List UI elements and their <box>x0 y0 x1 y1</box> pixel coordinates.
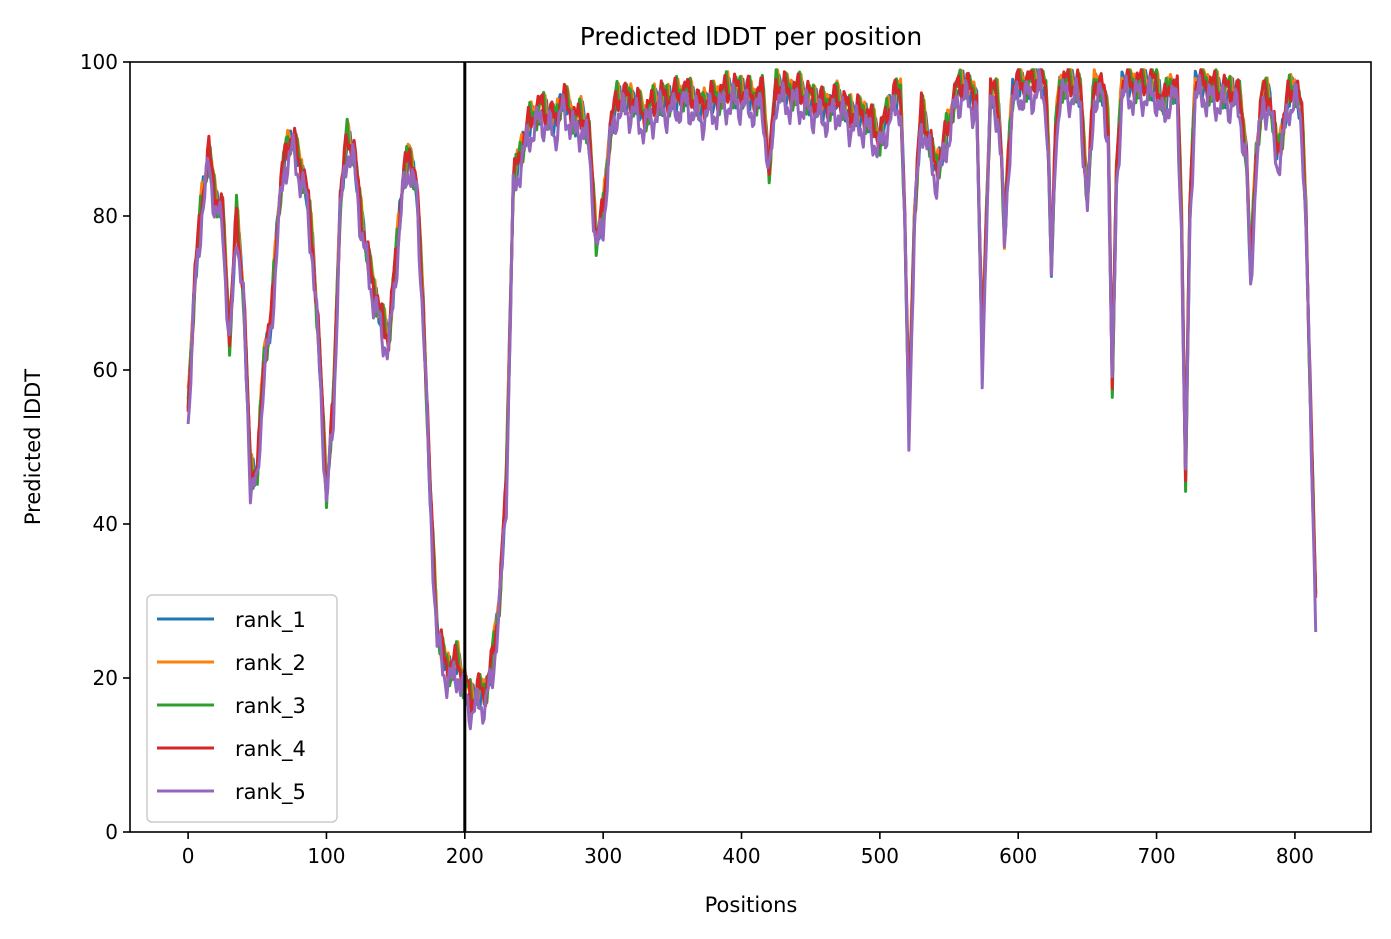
x-tick-label: 500 <box>861 844 899 868</box>
legend-label: rank_2 <box>235 651 306 676</box>
legend-label: rank_1 <box>235 608 306 633</box>
x-tick-label: 300 <box>584 844 622 868</box>
series-line-rank-5 <box>186 68 1318 731</box>
y-axis-ticks: 0 20 40 60 80 100 <box>80 50 130 844</box>
y-tick-label: 100 <box>80 50 118 74</box>
x-tick-label: 0 <box>182 844 195 868</box>
y-tick-label: 40 <box>93 512 118 536</box>
x-tick-label: 100 <box>307 844 345 868</box>
series-layer <box>186 68 1318 731</box>
chart-title: Predicted lDDT per position <box>580 22 922 51</box>
y-axis-label: Predicted lDDT <box>21 369 45 525</box>
x-axis-ticks: 0 100 200 300 400 500 600 700 800 <box>182 832 1314 868</box>
y-tick-label: 60 <box>93 358 118 382</box>
y-tick-label: 20 <box>93 666 118 690</box>
x-tick-label: 200 <box>446 844 484 868</box>
legend-label: rank_5 <box>235 780 306 805</box>
legend-label: rank_4 <box>235 737 306 762</box>
x-tick-label: 700 <box>1137 844 1175 868</box>
plot-frame <box>129 61 1372 833</box>
y-tick-label: 80 <box>93 204 118 228</box>
x-axis-label: Positions <box>705 893 798 917</box>
x-tick-label: 400 <box>722 844 760 868</box>
x-tick-label: 800 <box>1276 844 1314 868</box>
legend-label: rank_3 <box>235 694 306 719</box>
x-tick-label: 600 <box>999 844 1037 868</box>
y-tick-label: 0 <box>105 820 118 844</box>
legend: rank_1 rank_2 rank_3 rank_4 rank_5 <box>146 594 338 823</box>
legend-box <box>146 594 338 823</box>
